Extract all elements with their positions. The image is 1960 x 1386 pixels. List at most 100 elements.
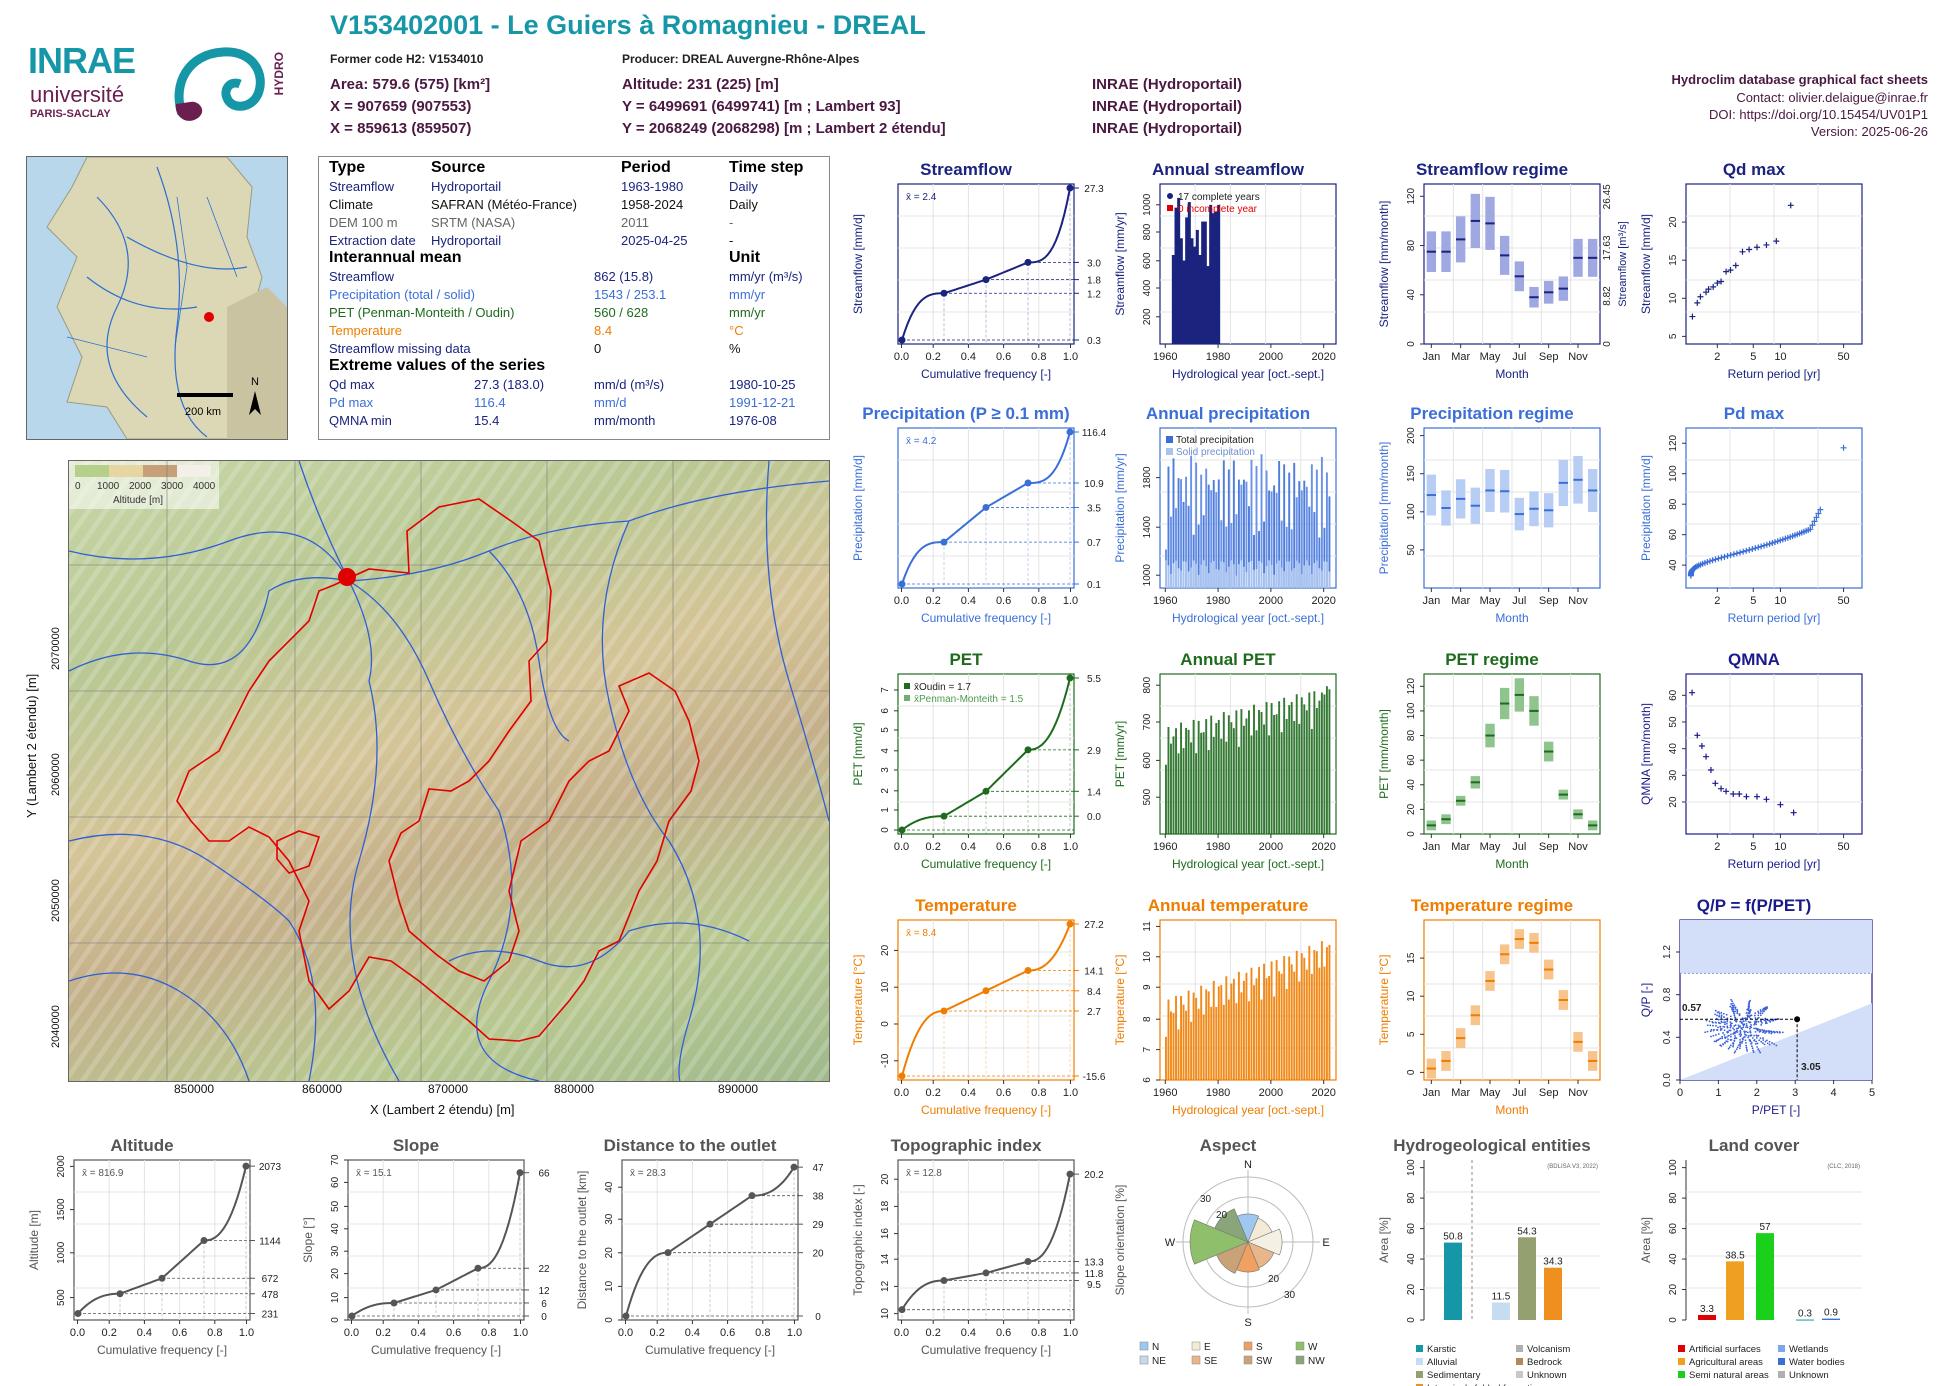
x-tick-label: 1.0 xyxy=(1063,595,1078,607)
extreme-value: 116.4 xyxy=(474,395,506,410)
x-tick-label: Nov xyxy=(1568,351,1588,363)
data-point xyxy=(1773,238,1780,245)
col-timestep: Time step xyxy=(729,159,804,176)
extreme-heading: Extreme values of the series xyxy=(329,357,546,374)
qp-point xyxy=(1741,1037,1744,1040)
qp-point xyxy=(1753,1027,1756,1030)
qp-point xyxy=(1749,1025,1752,1028)
bar xyxy=(1320,941,1323,1080)
map-ytick: 2060000 xyxy=(50,753,62,796)
page-title: V153402001 - Le Guiers à Romagnieu - DRE… xyxy=(330,10,926,40)
qp-point xyxy=(1723,1018,1726,1021)
y-tick-label: 40 xyxy=(604,1181,615,1193)
bar xyxy=(1298,981,1301,1080)
data-point xyxy=(1763,796,1770,803)
chart-landcover: Area [%] 0 20 40 60 80 100 3.3 38.5 57 0.3 0.9 (CLC,… xyxy=(1639,1159,1862,1381)
bar xyxy=(1756,1233,1774,1320)
bar xyxy=(1265,470,1268,588)
data-point xyxy=(1024,258,1032,266)
y-tick-label: 1800 xyxy=(1142,466,1153,489)
qp-point xyxy=(1741,1042,1743,1044)
x-axis-label: Cumulative frequency [-] xyxy=(921,857,1051,871)
qp-point xyxy=(1763,1007,1766,1010)
bar xyxy=(1182,260,1186,344)
qp-point xyxy=(1718,1012,1721,1015)
qp-point xyxy=(1754,1017,1757,1019)
bar xyxy=(1172,1012,1175,1080)
solid-bar xyxy=(1250,561,1253,588)
legend-swatch xyxy=(1416,1345,1423,1352)
qp-point xyxy=(1710,1035,1712,1038)
qp-point xyxy=(1719,1029,1722,1032)
data-point xyxy=(1715,555,1722,562)
y-tick-label: 7 xyxy=(880,687,891,693)
bar xyxy=(1192,719,1195,834)
legend-label: Agricultural areas xyxy=(1689,1357,1763,1368)
bar xyxy=(1174,207,1178,344)
bar xyxy=(1222,712,1225,834)
y-tick-label: 6 xyxy=(1142,1077,1153,1083)
bar xyxy=(1245,718,1248,834)
qp-point xyxy=(1727,1034,1730,1037)
legend-swatch xyxy=(1191,1355,1201,1365)
qp-point xyxy=(1759,1051,1762,1054)
qp-point xyxy=(1763,1010,1765,1013)
bar xyxy=(1300,490,1303,588)
data-point xyxy=(1689,313,1696,320)
qp-point xyxy=(1768,1020,1771,1022)
x-tick-label: 0.6 xyxy=(996,351,1011,363)
bar-value: 0.3 xyxy=(1798,1309,1812,1320)
bar xyxy=(1303,957,1306,1080)
bar xyxy=(1242,479,1245,588)
data-point xyxy=(1752,545,1759,552)
bar xyxy=(1227,999,1230,1080)
qp-point xyxy=(1749,1008,1752,1011)
extreme-unit: mm/d (m³/s) xyxy=(594,377,665,392)
data-point xyxy=(1024,967,1032,975)
quantile-label: 20 xyxy=(812,1249,824,1260)
x-tick-label: 1960 xyxy=(1153,595,1177,607)
x-tick-label: 2020 xyxy=(1311,841,1335,853)
x-tick-label: 2000 xyxy=(1259,351,1283,363)
bar xyxy=(1280,732,1283,834)
qp-point xyxy=(1759,1037,1762,1040)
solid-bar xyxy=(1210,562,1213,588)
bar xyxy=(1290,964,1293,1080)
data-point xyxy=(1811,518,1818,525)
qp-point xyxy=(1760,1040,1763,1043)
bar xyxy=(1313,512,1316,588)
mean-label: x̄Penman-Monteith = 1.5 xyxy=(914,694,1024,705)
inrae-source-1: INRAE (Hydroportail) xyxy=(1092,76,1242,93)
qp-point xyxy=(1718,1011,1720,1013)
bar xyxy=(1305,710,1308,834)
qp-point xyxy=(1739,1029,1742,1032)
y-tick-label: 0.8 xyxy=(1662,987,1673,1001)
solid-bar xyxy=(1248,562,1250,588)
quantile-label: 10.9 xyxy=(1084,479,1104,490)
source-label: (BDLISA V3, 2022) xyxy=(1547,1164,1598,1170)
qp-point xyxy=(1768,1030,1771,1033)
legend-swatch xyxy=(1778,1358,1785,1365)
data-point xyxy=(1024,746,1032,754)
bar xyxy=(1172,458,1175,588)
data-point xyxy=(1740,548,1747,555)
mean-label: Streamflow missing data xyxy=(329,341,471,356)
y-tick-label: 40 xyxy=(1406,1253,1417,1265)
row-type: Extraction date xyxy=(329,233,416,248)
data-point xyxy=(1730,551,1737,558)
x-tick-label: 1960 xyxy=(1153,841,1177,853)
data-point xyxy=(1777,801,1784,808)
y-axis-label: Streamflow [mm/yr] xyxy=(1113,212,1127,315)
x-tick-label: 10 xyxy=(1774,351,1786,363)
data-point xyxy=(1697,293,1704,300)
bar xyxy=(1167,999,1170,1080)
bar xyxy=(1245,481,1248,588)
bar xyxy=(1206,266,1210,344)
bar xyxy=(1207,750,1210,834)
y-axis-label: Temperature [°C] xyxy=(1113,955,1127,1046)
legend-marker xyxy=(1167,205,1173,211)
mean-label: Streamflow xyxy=(329,269,395,284)
bar xyxy=(1273,485,1276,588)
solid-bar xyxy=(1295,560,1298,588)
doi-link[interactable]: DOI: https://doi.org/10.15454/UV01P1 xyxy=(1709,107,1928,122)
